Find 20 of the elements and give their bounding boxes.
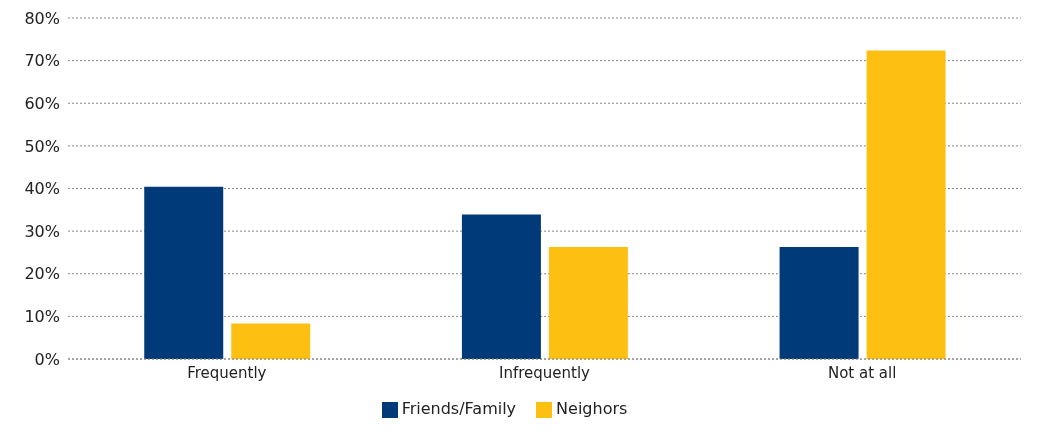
- y-tick-label: 70%: [24, 51, 60, 71]
- bar: [866, 50, 946, 359]
- bar: [144, 186, 224, 359]
- bar: [461, 214, 541, 359]
- y-tick-label: 50%: [24, 136, 60, 156]
- x-tick-label: Infrequently: [499, 363, 591, 382]
- bar: [779, 246, 859, 359]
- y-tick-label: 10%: [24, 307, 60, 327]
- y-tick-label: 30%: [24, 221, 60, 241]
- y-tick-label: 20%: [24, 264, 60, 284]
- bar: [231, 323, 311, 359]
- legend-label: Neighors: [556, 399, 628, 418]
- y-tick-label: 60%: [24, 93, 60, 113]
- y-tick-label: 0%: [34, 349, 60, 369]
- x-tick-label: Not at all: [827, 363, 897, 382]
- legend-label: Friends/Family: [401, 399, 517, 418]
- x-tick-label: Frequently: [187, 363, 267, 382]
- y-tick-label: 40%: [24, 179, 60, 199]
- y-tick-label: 80%: [24, 8, 60, 28]
- bar: [548, 246, 628, 359]
